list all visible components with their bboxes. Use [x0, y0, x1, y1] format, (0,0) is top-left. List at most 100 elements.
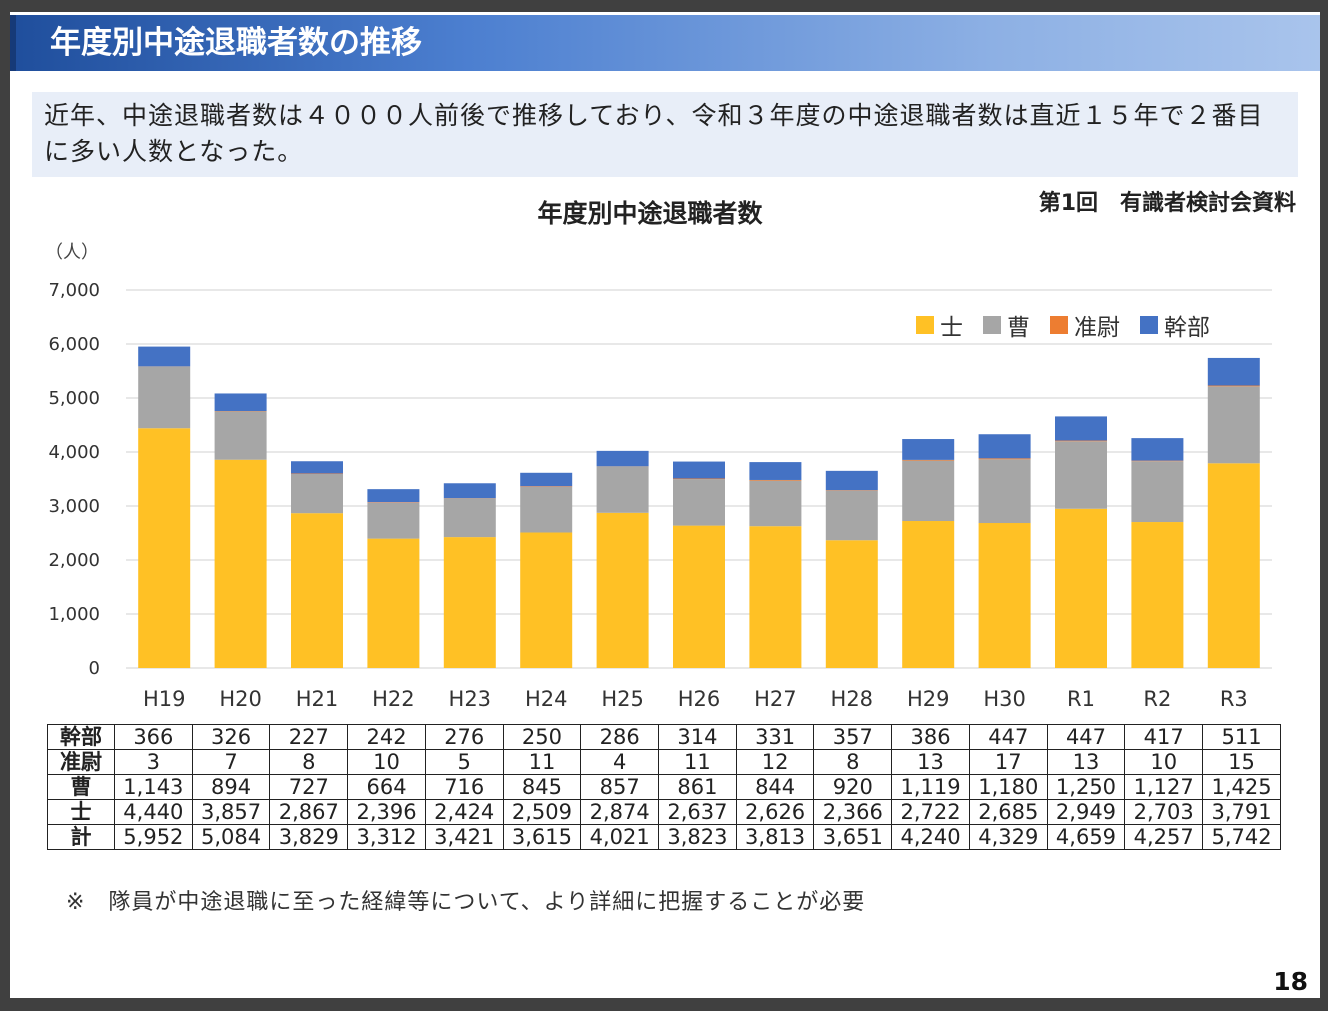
bar-segment — [214, 411, 267, 460]
table-cell: 331 — [735, 724, 815, 750]
table-cell: 845 — [502, 774, 582, 800]
bar-segment — [291, 513, 343, 668]
legend-label: 准尉 — [1074, 315, 1120, 341]
table-row-label: 士 — [47, 799, 115, 825]
table-cell: 3,312 — [347, 824, 426, 850]
table-cell: 4,240 — [891, 824, 970, 850]
bar-segment — [1207, 385, 1260, 387]
table-cell: 366 — [114, 724, 193, 750]
bar-segment — [902, 439, 955, 460]
table-cell: 857 — [580, 774, 660, 800]
y-tick-label: 7,000 — [48, 280, 100, 301]
table-cell: 2,626 — [735, 799, 815, 825]
legend-label: 幹部 — [1164, 315, 1210, 341]
bar-segment — [673, 525, 725, 668]
bar-segment — [443, 498, 496, 538]
y-tick-label: 3,000 — [48, 496, 100, 517]
table-row-label: 曹 — [47, 774, 115, 800]
bar-segment — [214, 393, 267, 412]
table-cell: 3,791 — [1202, 799, 1281, 825]
table-cell: 1,143 — [114, 774, 193, 800]
table-cell: 227 — [269, 724, 349, 750]
y-tick-label: 0 — [89, 658, 100, 679]
bar-segment — [1131, 438, 1184, 461]
table-row: 曹 1,143 894 727 664 716 845 857 861 844 920 1,119 1,… — [47, 774, 1281, 800]
table-cell: 1,180 — [968, 774, 1048, 800]
table-row-label: 幹部 — [47, 724, 115, 750]
summary-box: 近年、中途退職者数は４０００人前後で推移しており、令和３年度の中途退職者数は直近… — [32, 92, 1298, 177]
legend-swatch — [1050, 316, 1068, 334]
bar-segment — [1207, 386, 1260, 464]
table-row: 士 4,440 3,857 2,867 2,396 2,424 2,509 2,874 2,63… — [47, 799, 1281, 825]
legend-swatch — [1140, 316, 1158, 334]
y-axis-label: （人） — [45, 242, 99, 263]
legend-swatch — [916, 316, 934, 334]
bar-segment — [520, 486, 573, 533]
bar-segment — [1131, 460, 1184, 462]
x-tick-label: H30 — [983, 687, 1026, 711]
x-tick-label: H26 — [678, 687, 721, 711]
table-cell: 861 — [658, 774, 737, 800]
bar-segment — [749, 479, 802, 481]
x-tick-label: H28 — [831, 687, 874, 711]
table-cell: 5,952 — [114, 824, 193, 850]
legend-label: 士 — [940, 315, 963, 341]
y-tick-label: 2,000 — [48, 550, 100, 571]
bar-segment — [596, 512, 649, 668]
table-cell: 417 — [1124, 724, 1204, 750]
table-cell: 2,685 — [968, 799, 1048, 825]
bar-segment — [673, 461, 725, 479]
x-tick-label: H19 — [143, 687, 186, 711]
table-cell: 11 — [658, 749, 737, 775]
bar-segment — [825, 470, 878, 491]
bar-segment — [1207, 357, 1260, 386]
table-cell: 8 — [269, 749, 349, 775]
bar-segment — [902, 459, 955, 461]
legend-item: 幹部 — [1140, 308, 1210, 342]
table-cell: 1,119 — [891, 774, 970, 800]
table-row: 准尉 3 7 8 10 5 11 4 11 12 8 13 17 13 10 15 — [47, 749, 1281, 775]
table-cell: 1,250 — [1046, 774, 1126, 800]
table-cell: 3,823 — [658, 824, 737, 850]
table-cell: 386 — [891, 724, 970, 750]
bar-segment — [1207, 463, 1260, 668]
bar-segment — [138, 346, 191, 367]
bar-segment — [902, 521, 955, 668]
bar-segment — [520, 486, 573, 487]
table-cell: 2,874 — [580, 799, 660, 825]
bar-segment — [1055, 508, 1107, 668]
table-cell: 4,329 — [968, 824, 1048, 850]
table-cell: 2,424 — [424, 799, 504, 825]
x-tick-label: R1 — [1067, 687, 1095, 711]
table-cell: 2,867 — [269, 799, 349, 825]
x-tick-label: H21 — [296, 687, 339, 711]
bar-segment — [291, 461, 343, 474]
table-cell: 3 — [114, 749, 193, 775]
table-cell: 3,615 — [502, 824, 582, 850]
x-tick-label: H25 — [601, 687, 644, 711]
table-cell: 286 — [580, 724, 660, 750]
table-cell: 4,440 — [114, 799, 193, 825]
table-cell: 5 — [424, 749, 504, 775]
table-cell: 511 — [1202, 724, 1281, 750]
bar-segment — [749, 526, 802, 668]
table-cell: 12 — [735, 749, 815, 775]
bar-segment — [367, 538, 420, 668]
table-cell: 2,949 — [1046, 799, 1126, 825]
table-cell: 13 — [1046, 749, 1126, 775]
table-cell: 447 — [1046, 724, 1126, 750]
slide: 年度別中途退職者数の推移 近年、中途退職者数は４０００人前後で推移しており、令和… — [10, 12, 1320, 998]
table-cell: 664 — [347, 774, 426, 800]
table-cell: 10 — [1124, 749, 1204, 775]
table-cell: 11 — [502, 749, 582, 775]
table-cell: 314 — [658, 724, 737, 750]
table-cell: 716 — [424, 774, 504, 800]
y-tick-label: 5,000 — [48, 388, 100, 409]
bar-segment — [367, 489, 420, 503]
y-tick-label: 4,000 — [48, 442, 100, 463]
bar-segment — [978, 434, 1031, 459]
table-cell: 3,813 — [735, 824, 815, 850]
table-cell: 8 — [813, 749, 893, 775]
table-cell: 1,127 — [1124, 774, 1204, 800]
x-tick-label: H29 — [907, 687, 950, 711]
